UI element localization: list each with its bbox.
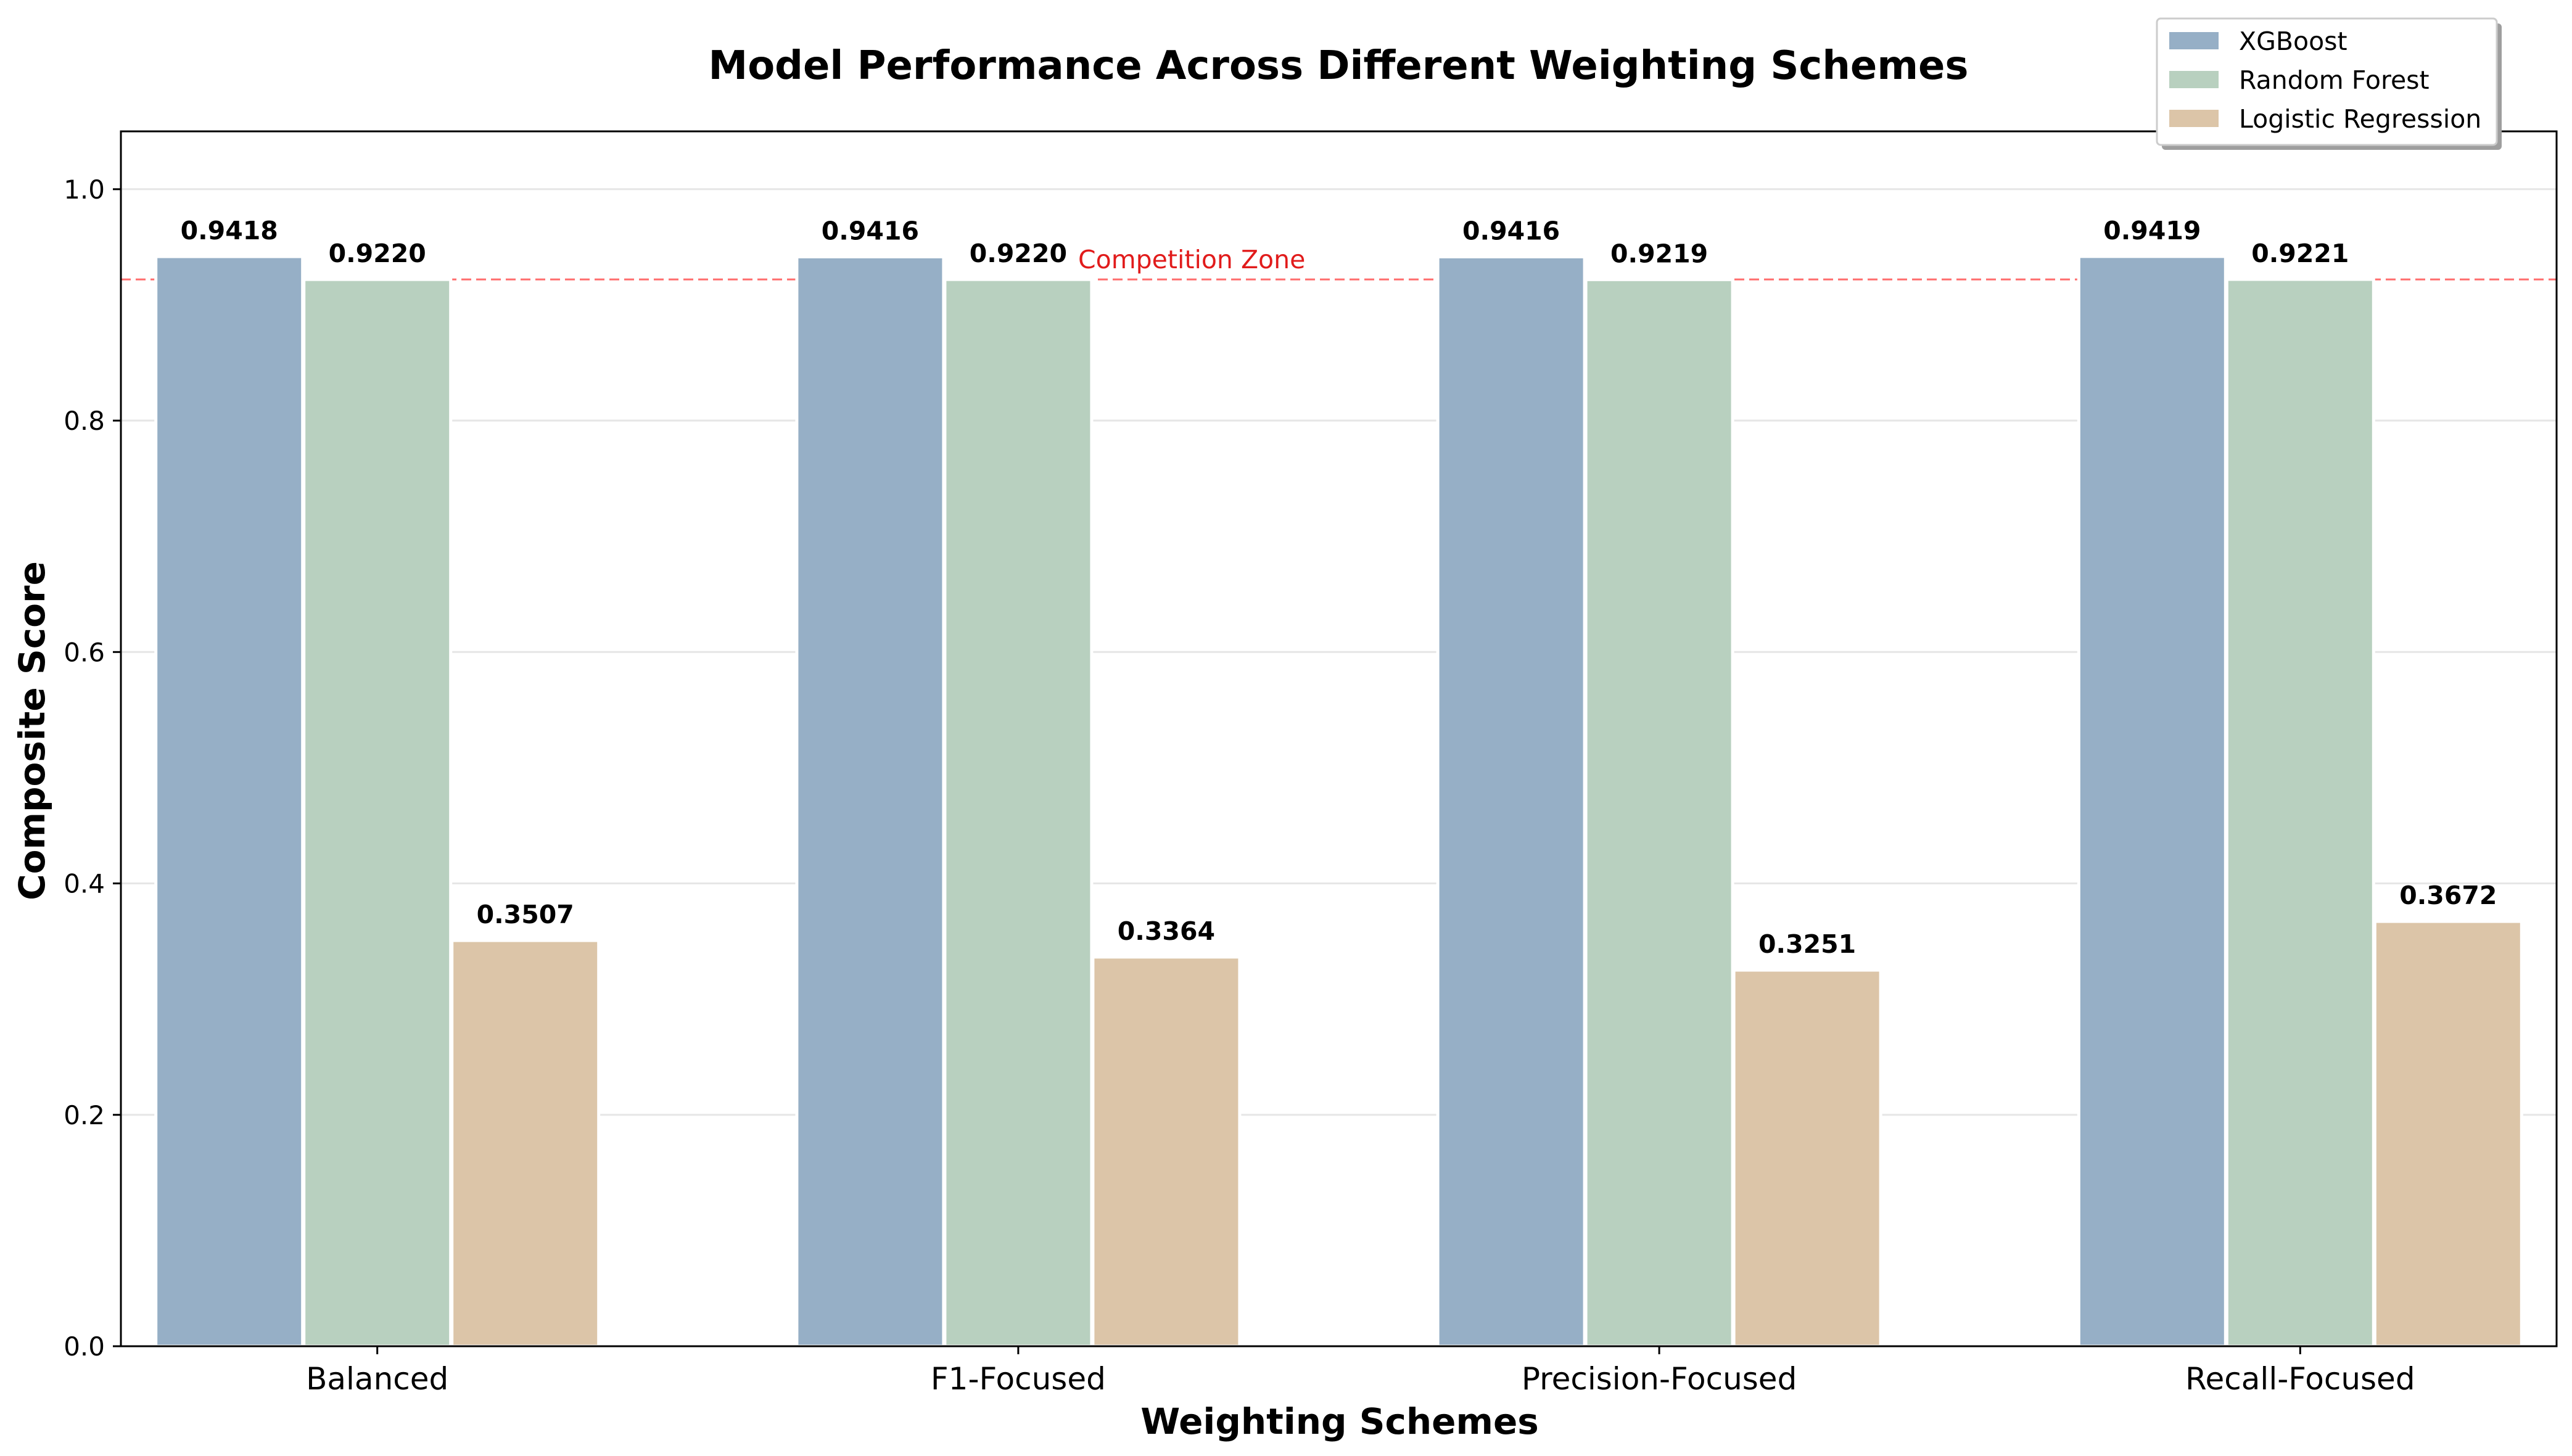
data-label: 0.9219 bbox=[1610, 239, 1708, 268]
bar bbox=[2077, 255, 2227, 1348]
bar bbox=[1584, 278, 1734, 1348]
x-tick-label: F1-Focused bbox=[931, 1361, 1106, 1397]
data-label: 0.9220 bbox=[329, 239, 426, 268]
bar bbox=[1732, 968, 1882, 1348]
x-axis-label: Weighting Schemes bbox=[1140, 1400, 1539, 1442]
data-label: 0.9220 bbox=[970, 239, 1067, 268]
x-tick-label: Precision-Focused bbox=[1522, 1361, 1797, 1397]
data-label: 0.3507 bbox=[477, 900, 574, 929]
plot-frame bbox=[120, 130, 2558, 1347]
data-label: 0.3251 bbox=[1758, 929, 1856, 959]
y-axis-label: Composite Score bbox=[11, 561, 53, 900]
legend-label: Random Forest bbox=[2239, 65, 2430, 95]
x-tick-label: Balanced bbox=[306, 1361, 448, 1397]
data-label: 0.3364 bbox=[1118, 916, 1215, 946]
data-label: 0.9418 bbox=[181, 216, 278, 245]
legend: XGBoost Random Forest Logistic Regression bbox=[2156, 17, 2502, 150]
y-tick-label: 0.8 bbox=[64, 406, 105, 436]
data-labels: 0.9418 0.9220 0.3507 0.9416 0.9220 0.3364 0.94… bbox=[181, 216, 2497, 959]
x-axis: Balanced F1-Focused Precision-Focused Recal… bbox=[306, 1346, 2415, 1397]
x-tick-label: Recall-Focused bbox=[2185, 1361, 2415, 1397]
data-label: 0.9416 bbox=[1462, 216, 1560, 245]
y-tick-label: 0.4 bbox=[64, 869, 105, 899]
data-label: 0.9419 bbox=[2103, 216, 2201, 245]
legend-label: XGBoost bbox=[2239, 27, 2347, 56]
bar bbox=[2373, 919, 2523, 1348]
legend-swatch bbox=[2169, 71, 2219, 88]
legend-label: Logistic Regression bbox=[2239, 104, 2481, 134]
y-tick-label: 0.6 bbox=[64, 637, 105, 667]
legend-swatch bbox=[2169, 110, 2219, 127]
bar bbox=[154, 255, 305, 1348]
data-label: 0.9221 bbox=[2251, 239, 2349, 268]
y-axis: 0.0 0.2 0.4 0.6 0.8 1.0 bbox=[64, 175, 121, 1362]
bars bbox=[154, 255, 2523, 1348]
reference-line-label: Competition Zone bbox=[1078, 245, 1305, 274]
bar bbox=[1091, 955, 1242, 1348]
data-label: 0.9416 bbox=[822, 216, 919, 245]
bar bbox=[795, 255, 946, 1348]
y-tick-label: 0.0 bbox=[64, 1331, 105, 1362]
bar bbox=[302, 278, 453, 1348]
bar bbox=[1436, 255, 1586, 1348]
bar bbox=[943, 278, 1094, 1348]
y-tick-label: 1.0 bbox=[64, 175, 105, 205]
legend-swatch bbox=[2169, 32, 2219, 49]
chart-title: Model Performance Across Different Weigh… bbox=[709, 43, 1969, 89]
bar bbox=[450, 939, 601, 1348]
bar bbox=[2225, 278, 2375, 1348]
legend-frame bbox=[2156, 17, 2498, 146]
data-label: 0.3672 bbox=[2399, 881, 2497, 910]
y-tick-label: 0.2 bbox=[64, 1100, 105, 1130]
